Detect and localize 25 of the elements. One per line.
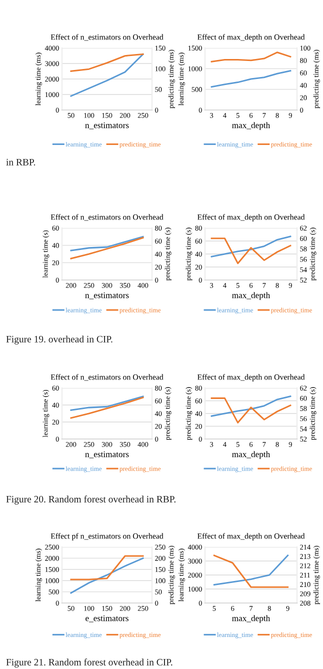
line-series [70, 557, 144, 594]
line-series [210, 236, 292, 258]
text: in RBP. [6, 158, 36, 166]
line-series [210, 70, 292, 88]
line-series [70, 396, 144, 419]
line-series [210, 52, 292, 62]
caption: Figure 20. Random forest overhead in RBP. [6, 496, 176, 504]
x-axis-title: n_estimators [85, 292, 129, 300]
line-series [70, 236, 144, 260]
line-series [70, 236, 144, 252]
caption: Figure 21. Random forest overhead in CIP. [6, 658, 172, 668]
caption: Figure 19. overhead in CIP. [6, 336, 112, 344]
x-axis-title: max_depth [232, 615, 270, 623]
line-series [70, 53, 144, 97]
x-axis-title: e_estimators [86, 615, 128, 622]
x-axis-title: n_estimators [85, 451, 129, 458]
line-series [70, 396, 144, 411]
x-axis-title: max_depth [232, 292, 270, 300]
line-series [70, 53, 144, 72]
line-series [210, 238, 292, 264]
line-series [210, 396, 292, 417]
x-axis-title: max_depth [232, 122, 270, 130]
x-axis-title: max_depth [232, 451, 270, 459]
x-axis-title: n_estimators [85, 122, 129, 130]
line-series [210, 397, 292, 424]
